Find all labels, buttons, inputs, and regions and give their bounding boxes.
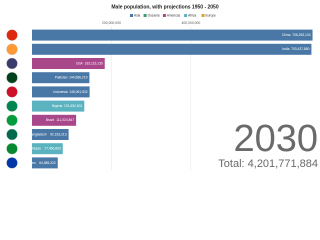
total: Total: 4,201,771,884 — [218, 158, 318, 170]
bar-category: Indonesia — [53, 90, 67, 94]
bar-value: 92,163,213 — [50, 132, 67, 136]
bar — [32, 72, 90, 84]
bar-value: 64,885,322 — [39, 161, 56, 165]
chart-title: Male population, with projections 1950 -… — [111, 4, 218, 10]
bar-category: Nigeria — [52, 104, 63, 108]
flag — [6, 86, 18, 98]
bar-category: China — [282, 33, 291, 37]
legend-label: Oceania — [148, 14, 160, 18]
legend-swatch — [162, 14, 166, 17]
bar-value: 77,456,893 — [44, 147, 61, 151]
bar — [32, 143, 63, 155]
bar — [32, 43, 312, 55]
flag — [6, 157, 18, 169]
legend-label: Africa — [188, 14, 196, 18]
flag — [6, 71, 18, 84]
flag — [6, 43, 18, 55]
bar — [32, 86, 90, 98]
flag — [6, 114, 18, 127]
bar-value: 131,652,601 — [64, 104, 83, 108]
bar-category: Pakistan — [55, 76, 68, 80]
bar — [32, 114, 77, 126]
flag — [6, 57, 18, 70]
legend-swatch — [201, 14, 205, 17]
bar-value: 706,263,134 — [292, 33, 311, 37]
flag — [6, 29, 18, 41]
bar — [32, 100, 85, 112]
flag — [6, 128, 18, 141]
bar-category: Brazil — [46, 118, 55, 122]
bar-value: 111,024,847 — [56, 118, 74, 122]
bar-value: 703,437,880 — [291, 47, 310, 51]
x-tick-label: 400,000,000 — [181, 21, 200, 25]
legend-label: Asia — [134, 14, 140, 18]
bar-value: 183,116,135 — [85, 61, 103, 65]
bar — [32, 58, 105, 69]
bar-value: 145,061,532 — [69, 90, 88, 94]
bar — [32, 157, 58, 169]
legend-label: Americas — [167, 14, 181, 18]
bar — [32, 129, 69, 140]
legend-swatch — [130, 14, 133, 17]
bar-value: 144,566,219 — [69, 76, 88, 80]
chart: Male population, with projections 1950 -… — [6, 4, 318, 170]
flag — [6, 100, 18, 112]
x-tick-label: 200,000,000 — [102, 21, 121, 25]
bar-category: Bangladesh — [29, 132, 47, 136]
legend-swatch — [143, 14, 147, 17]
bar-category: Philippines — [20, 161, 36, 165]
bar — [32, 29, 313, 41]
flag — [6, 142, 18, 155]
bar-category: India — [282, 47, 289, 51]
bar-category: Ethiopia — [29, 147, 41, 151]
year: 2030 — [233, 118, 318, 160]
bar-category: USA — [76, 61, 84, 65]
legend-label: Europe — [206, 14, 217, 18]
legend-swatch — [184, 14, 188, 17]
